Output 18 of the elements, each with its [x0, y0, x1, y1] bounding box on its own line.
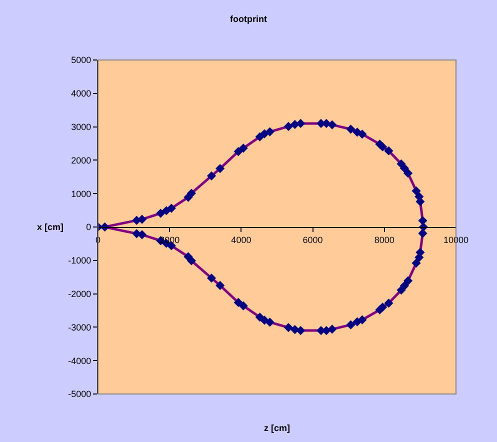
- x-tick-label: 4000: [231, 234, 252, 245]
- y-tick-label: -5000: [68, 389, 92, 400]
- y-tick-label: 0: [86, 222, 92, 232]
- y-tick-label: -2000: [68, 288, 92, 299]
- x-tick-label: 6000: [302, 234, 323, 245]
- y-tick-label: -1000: [68, 256, 92, 266]
- y-tick-label: 3000: [71, 122, 92, 132]
- y-tick-label: -4000: [68, 356, 92, 366]
- y-tick-label: 4000: [71, 88, 92, 99]
- y-axis-title: x [cm]: [37, 222, 64, 232]
- x-axis-title: z [cm]: [264, 423, 290, 433]
- y-tick-label: 5000: [71, 55, 92, 66]
- x-tick-label: 8000: [374, 234, 394, 245]
- x-tick-label: 10000: [443, 234, 469, 245]
- y-tick-label: 1000: [71, 188, 92, 199]
- y-tick-label: -3000: [68, 322, 92, 332]
- chart-title: footprint: [230, 14, 267, 24]
- y-tick-label: 2000: [71, 155, 92, 166]
